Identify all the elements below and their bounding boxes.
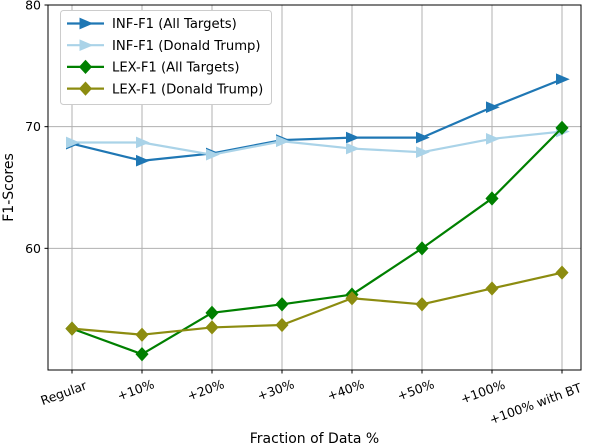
data-point-marker xyxy=(275,317,289,333)
data-point-marker xyxy=(415,297,429,312)
data-point-marker xyxy=(556,73,570,86)
data-point-marker xyxy=(345,291,359,306)
data-point-marker xyxy=(555,265,569,280)
legend-swatch-marker xyxy=(78,81,93,96)
data-point-marker xyxy=(555,120,569,136)
plot-border xyxy=(47,4,582,371)
data-point-marker xyxy=(136,136,150,149)
legend: INF-F1 (All Targets) INF-F1 (Donald Trump… xyxy=(60,10,272,105)
legend-swatch-marker xyxy=(79,17,94,30)
data-point-marker xyxy=(205,305,219,320)
series-line xyxy=(71,271,563,336)
legend-swatch-marker xyxy=(79,39,94,52)
data-point-marker xyxy=(486,133,500,145)
legend-item-lex-f1-donald-trump: LEX-F1 (Donald Trump) xyxy=(67,81,263,97)
data-point-marker xyxy=(416,131,430,144)
data-point-marker xyxy=(486,101,500,114)
series-line xyxy=(72,130,563,156)
data-point-marker xyxy=(66,136,80,149)
series-line xyxy=(71,127,563,356)
y-axis-label: F1-Scores xyxy=(1,153,17,222)
series-line xyxy=(71,78,563,162)
legend-label: LEX-F1 (All Targets) xyxy=(112,61,239,76)
y-tick-label: 60 xyxy=(25,241,41,256)
data-point-marker xyxy=(346,131,360,144)
series-lex-f1-donald-trump xyxy=(65,265,569,342)
data-point-marker xyxy=(136,154,150,167)
data-point-marker xyxy=(276,135,290,148)
data-point-marker xyxy=(135,347,149,362)
y-tick-label: 70 xyxy=(25,119,41,134)
legend-item-inf-f1-donald-trump: INF-F1 (Donald Trump) xyxy=(67,39,261,54)
legend-label: INF-F1 (Donald Trump) xyxy=(112,39,261,54)
series-inf-f1-donald-trump xyxy=(66,125,570,161)
legend-label: LEX-F1 (Donald Trump) xyxy=(112,82,263,97)
x-axis-label: Fraction of Data % xyxy=(250,431,379,446)
data-point-marker xyxy=(65,321,79,336)
legend-item-inf-f1-all-targets: INF-F1 (All Targets) xyxy=(67,17,237,32)
legend-box xyxy=(60,10,272,105)
data-point-marker xyxy=(135,327,149,342)
data-point-marker xyxy=(275,297,289,312)
data-point-marker xyxy=(485,191,499,206)
data-point-marker xyxy=(206,148,220,161)
data-point-marker xyxy=(205,320,219,335)
data-point-marker xyxy=(416,146,430,159)
legend-label: INF-F1 (All Targets) xyxy=(112,17,237,32)
data-point-marker xyxy=(346,142,360,155)
y-tick-label: 80 xyxy=(25,0,41,13)
legend-item-lex-f1-all-targets: LEX-F1 (All Targets) xyxy=(67,59,239,76)
legend-swatch-marker xyxy=(78,59,93,75)
data-point-marker xyxy=(485,281,499,296)
data-point-marker xyxy=(415,241,429,256)
tick-marks xyxy=(44,4,563,374)
